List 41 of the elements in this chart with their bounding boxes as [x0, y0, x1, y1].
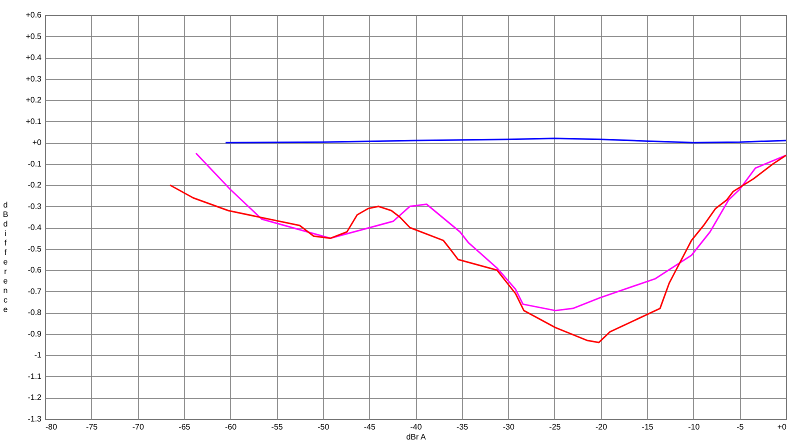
- y-tick-label: -0.7: [28, 286, 42, 296]
- y-tick-label: -0.1: [28, 159, 42, 168]
- text: dB difference: [2, 200, 8, 314]
- x-tick-label: -65: [178, 422, 191, 432]
- x-tick-label: -35: [456, 422, 469, 432]
- y-tick-label: -0.5: [28, 244, 42, 254]
- y-tick-label: -0.4: [28, 223, 42, 232]
- y-tick-label: -0.2: [28, 180, 42, 190]
- x-tick-label: -5: [736, 422, 744, 432]
- x-tick-label: -40: [410, 422, 422, 432]
- x-tick-label: -30: [502, 422, 515, 432]
- x-tick-label: -75: [86, 422, 98, 432]
- x-tick-label: -70: [132, 422, 144, 432]
- y-tick-label: +0.6: [26, 10, 42, 20]
- x-tick-label: -60: [224, 422, 238, 432]
- x-tick-label: -20: [595, 422, 608, 432]
- x-tick-label: -45: [364, 422, 376, 432]
- y-tick-label: +0: [32, 138, 42, 148]
- line-series: [195, 152, 787, 312]
- y-tick-label: +0.5: [26, 32, 42, 41]
- y-tick-label: +0.1: [26, 116, 42, 126]
- y-tick-label: -0.9: [28, 329, 42, 338]
- y-tick-label: -1: [34, 350, 42, 360]
- y-tick-label: -1.1: [28, 372, 42, 381]
- x-tick-label: -15: [642, 422, 654, 432]
- x-tick-label: -10: [688, 422, 700, 432]
- y-tick-label: -1.3: [28, 414, 42, 424]
- y-tick-label: -0.8: [28, 308, 42, 318]
- y-tick-label: -0.6: [28, 266, 42, 275]
- x-tick-label: -55: [271, 422, 284, 432]
- x-tick-label: -80: [46, 422, 58, 432]
- x-tick-label: +0: [777, 422, 788, 432]
- x-tick-label: -50: [318, 422, 330, 432]
- x-axis-title: dBr A: [406, 432, 426, 442]
- x-tick-label: -25: [549, 422, 562, 432]
- line-series: [169, 154, 787, 344]
- y-tick-label: +0.3: [26, 74, 42, 84]
- y-tick-label: -0.3: [28, 202, 42, 211]
- y-tick-label: -1.2: [28, 393, 42, 402]
- y-tick-label: +0.2: [26, 96, 42, 105]
- y-tick-label: +0.4: [26, 53, 42, 62]
